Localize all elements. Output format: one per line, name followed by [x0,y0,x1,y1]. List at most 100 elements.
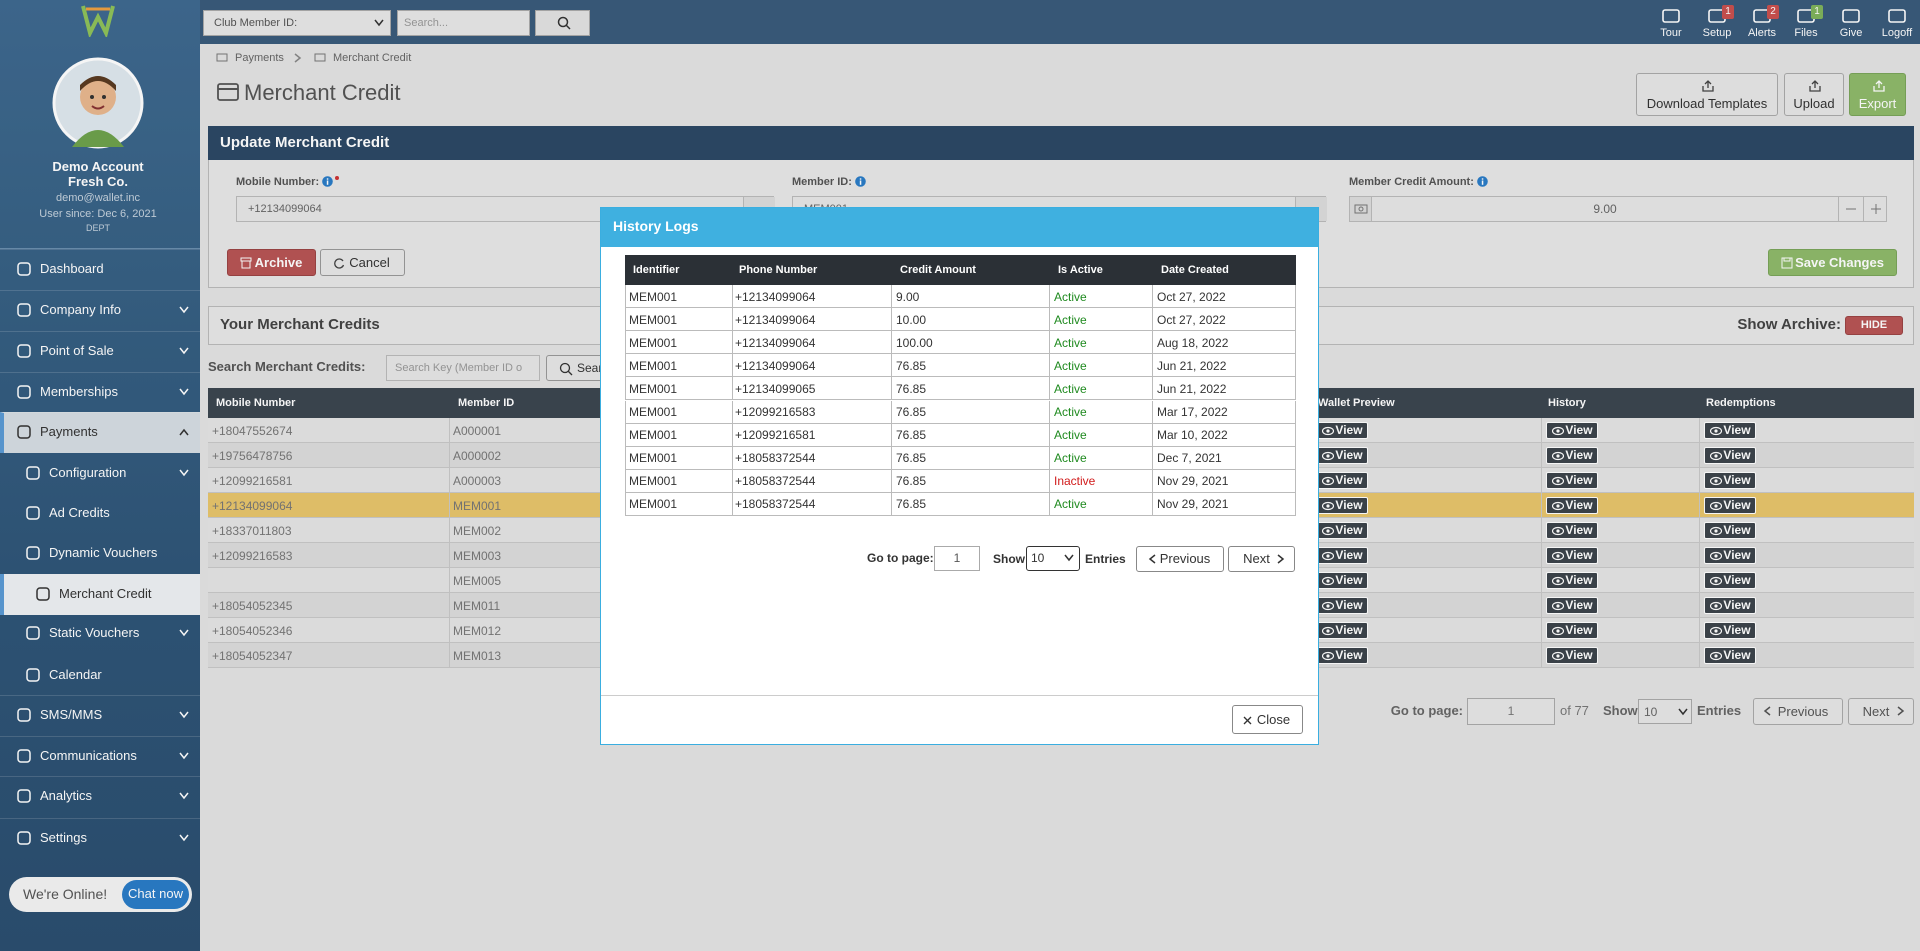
nav-badge-count: 1 [1725,6,1731,17]
menu-item[interactable] [0,695,200,736]
pagination-size-select[interactable]: 10 [1638,699,1692,724]
cell-mobile: +12134099064 [212,498,293,513]
view-button[interactable]: View [1704,522,1756,539]
menu-item[interactable] [0,331,200,372]
menu-icon-part [26,465,40,480]
view-button[interactable]: View [1316,422,1368,439]
search-input[interactable]: Search... [397,10,530,36]
minus-button[interactable] [1838,197,1863,221]
close-button[interactable]: Close [1232,705,1303,734]
view-button[interactable]: View [1704,597,1756,614]
menu-item[interactable] [0,775,200,817]
view-button[interactable]: View [1546,447,1598,464]
menu-icon [17,385,31,399]
history-cell-divider [1049,400,1050,424]
view-button[interactable]: View [1704,472,1756,489]
nav-icon [1662,9,1680,23]
cancel-button[interactable]: Cancel [320,249,405,276]
view-button-label: View [1565,448,1593,462]
eye-icon-part [1552,426,1564,436]
modal-previous-button[interactable]: Previous [1136,546,1224,572]
plus-button[interactable] [1863,197,1888,221]
view-button[interactable]: View [1316,572,1368,589]
menu-item[interactable] [0,412,200,454]
view-button[interactable]: View [1704,422,1756,439]
view-button[interactable]: View [1704,447,1756,464]
field-input[interactable]: 9.00 [1349,196,1887,222]
menu-item[interactable] [0,817,200,859]
cell-member-id: MEM013 [453,648,502,663]
menu-item[interactable] [0,371,200,413]
eye-icon-part [1326,479,1330,483]
toolbar-icon [1872,80,1885,92]
modal-next-button[interactable]: Next [1228,546,1295,572]
modal-size-select[interactable]: 10 [1026,546,1080,571]
cell-divider [1699,518,1700,543]
view-button[interactable]: View [1316,497,1368,514]
view-button[interactable]: View [1316,622,1368,639]
view-button[interactable]: View [1704,572,1756,589]
history-column-header: Is Active [1058,264,1103,276]
history-cell-divider [732,308,733,332]
toolbar-button[interactable]: Export [1849,73,1906,116]
view-button[interactable]: View [1316,547,1368,564]
toolbar-button[interactable]: Upload [1784,73,1844,116]
chevron-part [1148,554,1156,564]
club-member-placeholder: Club Member ID: [214,17,298,29]
next-button[interactable]: Next [1848,698,1914,725]
history-cell-divider [1152,423,1153,447]
history-row [625,354,1296,378]
search-button[interactable] [535,10,590,36]
breadcrumb-icon-part [314,53,326,62]
view-button[interactable]: View [1546,647,1598,664]
view-button[interactable]: View [1546,597,1598,614]
menu-item[interactable] [0,289,200,331]
view-button[interactable]: View [1704,622,1756,639]
archive-button[interactable]: Archive [227,249,316,276]
view-button-label: View [1565,573,1593,587]
chevron-part [179,429,189,436]
pagination-input[interactable]: 1 [1467,698,1555,725]
view-button[interactable]: View [1546,497,1598,514]
view-button[interactable]: View [1546,547,1598,564]
archive-toggle[interactable]: HIDE [1845,316,1903,335]
info-icon [855,176,866,187]
toolbar-button[interactable]: Download Templates [1636,73,1778,116]
history-cell: Jun 21, 2022 [1157,381,1227,396]
view-button[interactable]: View [1546,472,1598,489]
view-button[interactable]: View [1704,547,1756,564]
view-button[interactable]: View [1316,472,1368,489]
menu-label: Settings [40,829,87,845]
credits-search-input[interactable]: Search Key (Member ID o [386,355,540,381]
view-button[interactable]: View [1546,522,1598,539]
menu-item[interactable] [0,249,200,290]
view-button[interactable]: View [1546,572,1598,589]
pagination-size: 10 [1644,705,1658,719]
eye-icon [1710,451,1722,461]
history-cell: MEM001 [629,335,678,350]
info-icon-part [859,178,862,180]
history-cell: MEM001 [629,358,678,373]
view-button[interactable]: View [1704,647,1756,664]
history-cell: 76.85 [896,358,927,373]
view-button[interactable]: View [1704,497,1756,514]
history-cell-divider [1049,308,1050,332]
view-button[interactable]: View [1316,522,1368,539]
previous-button[interactable]: Previous [1753,698,1843,725]
modal-page-input[interactable]: 1 [934,546,980,571]
save-button[interactable]: Save Changes [1768,249,1897,276]
eye-icon-part [1714,554,1718,558]
pagination-go-label: Go to page: [1390,703,1463,718]
cell-divider [1541,568,1542,593]
view-button[interactable]: View [1316,597,1368,614]
view-button[interactable]: View [1546,622,1598,639]
menu-item[interactable] [0,735,200,777]
history-cell: Active [1054,358,1087,373]
view-button[interactable]: View [1316,447,1368,464]
history-cell: Aug 18, 2022 [1157,335,1229,350]
search-label: Search Merchant Credits: [208,359,366,374]
menu-item[interactable] [0,573,200,615]
club-member-select[interactable]: Club Member ID: [203,10,391,36]
view-button[interactable]: View [1546,422,1598,439]
chat-button[interactable]: Chat now [122,880,189,909]
